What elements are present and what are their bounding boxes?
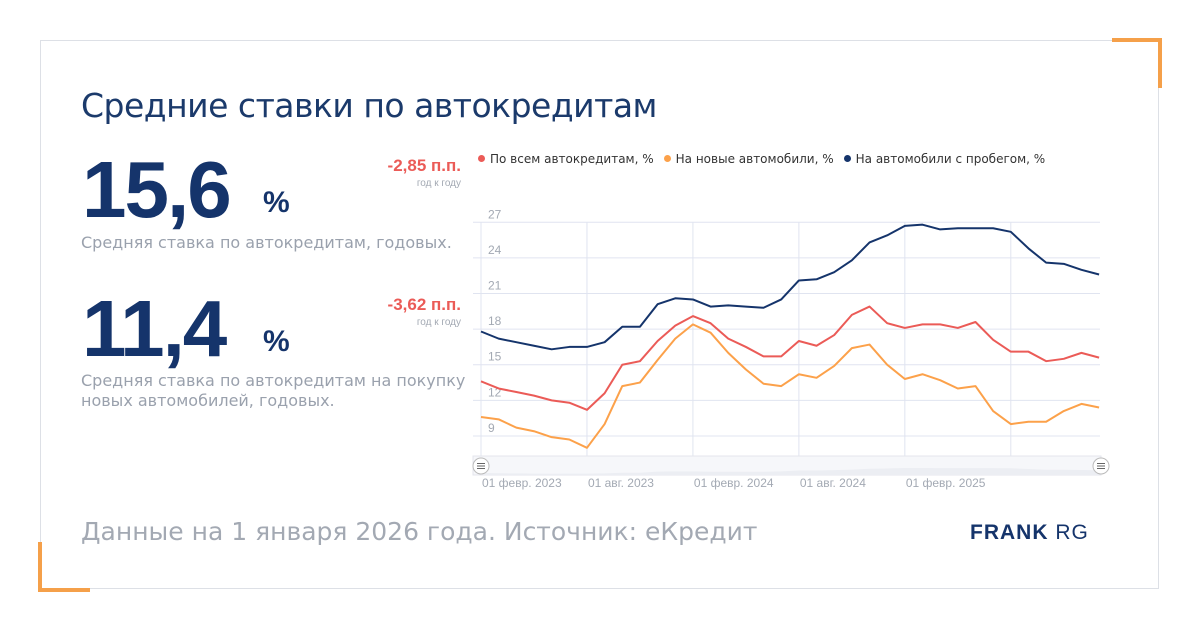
x-tick-label: 01 февр. 2024 bbox=[694, 476, 774, 490]
legend-label: На автомобили с пробегом, % bbox=[855, 152, 1046, 166]
legend-label: На новые автомобили, % bbox=[675, 152, 834, 166]
frank-rg-logo: FRANK RG bbox=[970, 521, 1089, 545]
x-tick-label: 01 авг. 2023 bbox=[588, 476, 654, 490]
x-tick-label: 01 февр. 2025 bbox=[906, 476, 986, 490]
logo-light: RG bbox=[1055, 521, 1089, 544]
y-tick-label: 18 bbox=[488, 314, 502, 328]
kpi-description-new: Средняя ставка по автокредитам на покупк… bbox=[81, 371, 465, 411]
y-tick-label: 21 bbox=[488, 279, 502, 293]
kpi-description-line: новых автомобилей, годовых. bbox=[81, 391, 335, 410]
x-tick-label: 01 авг. 2024 bbox=[800, 476, 866, 490]
y-tick-label: 15 bbox=[488, 350, 502, 364]
legend-dot-icon bbox=[663, 155, 671, 162]
legend-item-used[interactable]: На автомобили с пробегом, % bbox=[843, 152, 1046, 166]
series-line-1 bbox=[480, 323, 1100, 449]
card bbox=[40, 40, 1159, 589]
kpi-change-new: -3,62 п.п. bbox=[387, 295, 461, 314]
logo-bold: FRANK bbox=[970, 521, 1049, 544]
kpi-value-all: 15,6 bbox=[82, 145, 232, 234]
kpi-change-period-new: год к году bbox=[416, 317, 461, 328]
footer-source: Данные на 1 января 2026 года. Источник: … bbox=[81, 517, 758, 546]
legend-item-all[interactable]: По всем автокредитам, % bbox=[478, 152, 654, 166]
kpi-unit-all: % bbox=[263, 186, 290, 219]
y-tick-label: 9 bbox=[488, 421, 495, 435]
legend-label: По всем автокредитам, % bbox=[490, 152, 654, 166]
series-line-2 bbox=[480, 223, 1100, 351]
page-title: Средние ставки по автокредитам bbox=[81, 86, 657, 125]
y-tick-label: 24 bbox=[488, 243, 502, 257]
x-tick-label: 01 февр. 2023 bbox=[482, 476, 562, 490]
kpi-unit-new: % bbox=[263, 325, 290, 358]
kpi-change-all: -2,85 п.п. bbox=[387, 156, 461, 175]
legend-dot-icon bbox=[478, 155, 485, 162]
chart-legend: По всем автокредитам, % На новые автомоб… bbox=[478, 152, 1045, 166]
kpi-description-line: Средняя ставка по автокредитам на покупк… bbox=[81, 371, 466, 390]
kpi-change-period-all: год к году bbox=[416, 178, 461, 189]
y-tick-label: 27 bbox=[488, 207, 502, 221]
navigator-series-area bbox=[481, 467, 1100, 475]
series-line-0 bbox=[480, 305, 1100, 411]
legend-item-new[interactable]: На новые автомобили, % bbox=[663, 152, 834, 166]
corner-accent-bottom-left bbox=[38, 542, 90, 592]
kpi-description-all: Средняя ставка по автокредитам, годовых. bbox=[81, 233, 452, 252]
kpi-value-new: 11,4 bbox=[82, 284, 227, 373]
legend-dot-icon bbox=[843, 155, 851, 162]
corner-accent-top-right bbox=[1112, 38, 1162, 88]
